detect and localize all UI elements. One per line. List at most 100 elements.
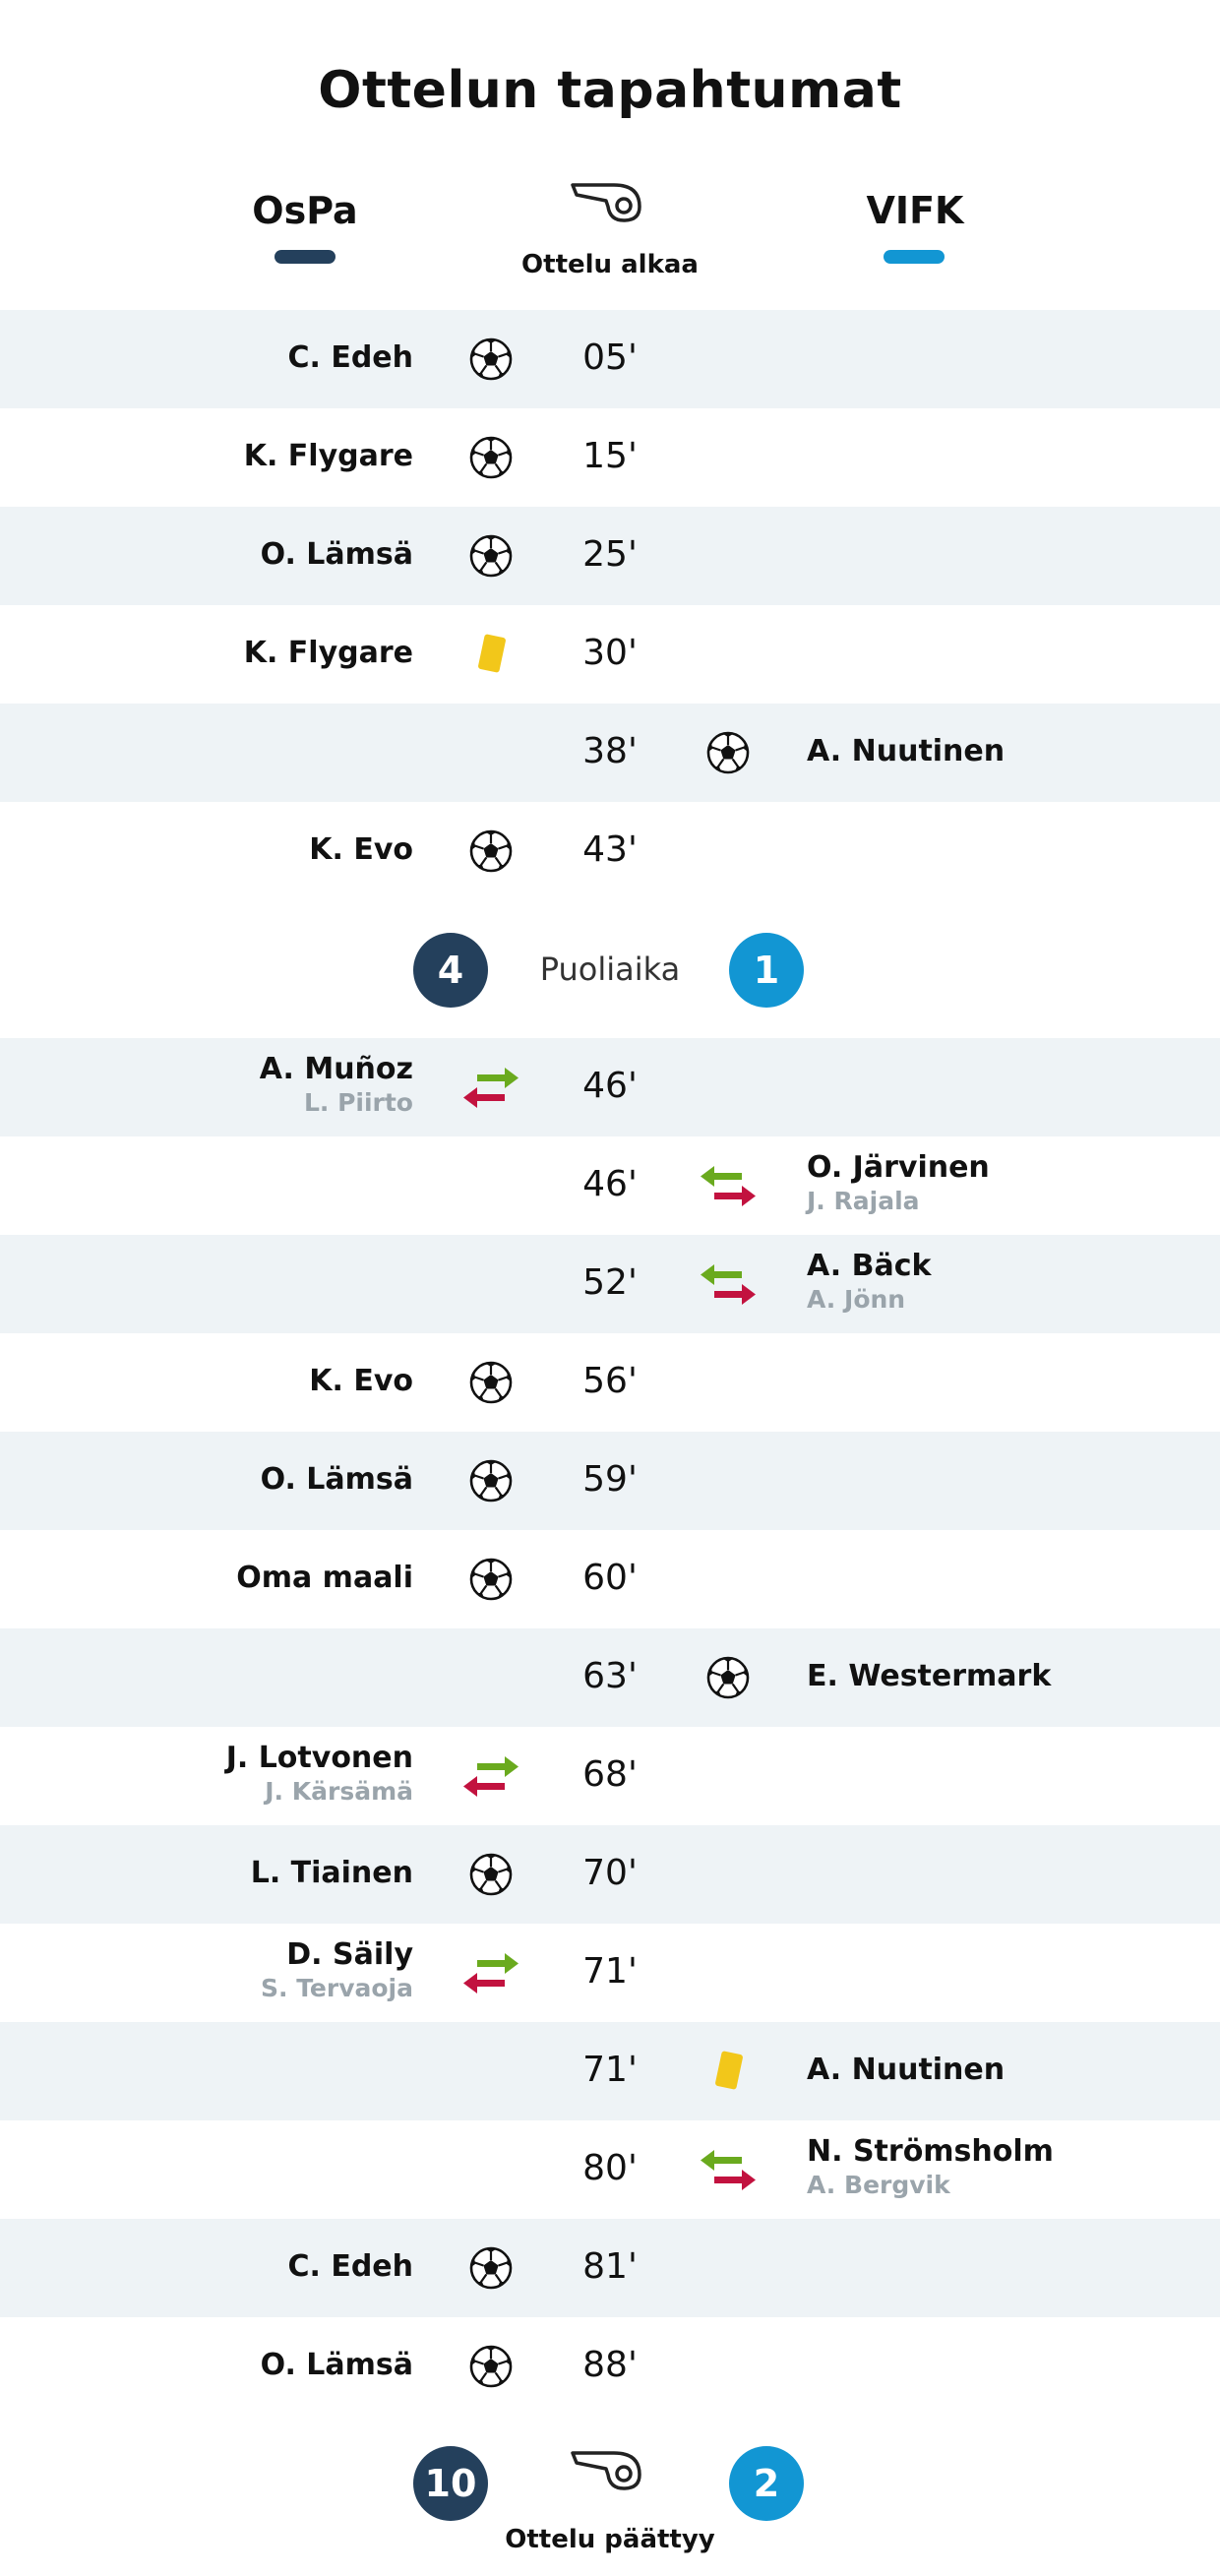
player-name: A. Nuutinen <box>807 734 1006 768</box>
event-player: K. Flygare <box>244 636 413 670</box>
event-row: 88' O. Lämsä <box>0 2317 1220 2416</box>
event-minute: 15' <box>582 436 638 476</box>
soccer-ball-icon <box>467 1457 515 1504</box>
event-row: 46' O. Järvinen J. Rajala <box>0 1136 1220 1235</box>
final-away-score: 2 <box>729 2446 804 2521</box>
event-player: A. Bäck A. Jönn <box>807 1249 931 1314</box>
event-player: O. Järvinen J. Rajala <box>807 1150 990 1215</box>
event-player: A. Muñoz L. Piirto <box>260 1052 413 1117</box>
event-row: 30' K. Flygare <box>0 605 1220 704</box>
event-minute: 60' <box>582 1558 638 1598</box>
whistle-icon <box>571 2451 641 2490</box>
event-row: 80' N. Strömsholm A. Bergvik <box>0 2120 1220 2219</box>
substitution-arrows-icon <box>701 1162 756 1209</box>
event-row: 59' O. Lämsä <box>0 1432 1220 1530</box>
soccer-ball-icon <box>704 1654 752 1701</box>
player-in-name: A. Bäck <box>807 1249 932 1283</box>
event-minute: 81' <box>582 2246 638 2287</box>
player-name: K. Evo <box>309 1364 413 1398</box>
event-player: C. Edeh <box>287 2249 413 2284</box>
whistle-icon <box>571 183 641 222</box>
event-player: J. Lotvonen J. Kärsämä <box>226 1741 413 1806</box>
event-minute: 52' <box>582 1262 638 1303</box>
soccer-ball-icon <box>467 434 515 481</box>
event-player: K. Evo <box>309 1364 413 1398</box>
final-home-score: 10 <box>413 2446 488 2521</box>
player-name: O. Lämsä <box>260 1462 413 1497</box>
event-row: 70' L. Tiainen <box>0 1825 1220 1924</box>
event-player: E. Westermark <box>807 1659 1051 1693</box>
match-end-caption: Ottelu päättyy <box>505 2525 715 2554</box>
event-row: 60' Oma maali <box>0 1530 1220 1628</box>
substitution-arrows-icon <box>701 2146 756 2193</box>
event-player: O. Lämsä <box>261 537 413 572</box>
event-player: O. Lämsä <box>261 1462 413 1497</box>
soccer-ball-icon <box>467 828 515 875</box>
player-name: K. Flygare <box>243 439 413 473</box>
event-minute: 30' <box>582 633 638 673</box>
soccer-ball-icon <box>467 2343 515 2390</box>
player-in-name: D. Säily <box>286 1937 413 1972</box>
event-player: C. Edeh <box>287 340 413 375</box>
page-title: Ottelun tapahtumat <box>318 61 902 120</box>
event-row: 68' J. Lotvonen J. Kärsämä <box>0 1727 1220 1825</box>
home-team-color-bar <box>274 250 336 264</box>
event-player: N. Strömsholm A. Bergvik <box>807 2134 1054 2199</box>
halftime-home-score: 4 <box>413 933 488 1008</box>
player-name: C. Edeh <box>287 2249 413 2284</box>
soccer-ball-icon <box>467 336 515 383</box>
event-row: 05' C. Edeh <box>0 310 1220 408</box>
event-player: D. Säily S. Tervaoja <box>261 1937 413 2002</box>
player-name: C. Edeh <box>287 340 413 375</box>
event-minute: 63' <box>582 1656 638 1696</box>
event-minute: 88' <box>582 2345 638 2385</box>
event-row: 71' A. Nuutinen <box>0 2022 1220 2120</box>
event-minute: 68' <box>582 1754 638 1795</box>
event-player: A. Nuutinen <box>807 734 1005 768</box>
player-name: O. Lämsä <box>260 537 413 572</box>
soccer-ball-icon <box>704 729 752 776</box>
event-minute: 56' <box>582 1361 638 1401</box>
player-name: L. Tiainen <box>250 1856 413 1890</box>
player-name: K. Evo <box>309 832 413 867</box>
substitution-arrows-icon <box>701 1260 756 1308</box>
event-row: 25' O. Lämsä <box>0 507 1220 605</box>
player-in-name: N. Strömsholm <box>807 2134 1054 2169</box>
event-minute: 46' <box>582 1066 638 1106</box>
player-out-name: J. Kärsämä <box>265 1777 413 1806</box>
event-player: O. Lämsä <box>261 2348 413 2382</box>
event-minute: 70' <box>582 1853 638 1893</box>
event-player: K. Evo <box>309 832 413 867</box>
substitution-arrows-icon <box>463 1752 518 1800</box>
event-minute: 59' <box>582 1459 638 1500</box>
soccer-ball-icon <box>467 2244 515 2292</box>
yellow-card-icon <box>467 631 515 678</box>
away-team-name: VIFK <box>866 189 964 232</box>
player-name: K. Flygare <box>243 636 413 670</box>
event-row: 43' K. Evo <box>0 802 1220 900</box>
player-name: O. Lämsä <box>260 2348 413 2382</box>
player-out-name: S. Tervaoja <box>260 1974 413 2002</box>
event-row: 52' A. Bäck A. Jönn <box>0 1235 1220 1333</box>
substitution-arrows-icon <box>463 1949 518 1996</box>
match-start-caption: Ottelu alkaa <box>521 250 699 279</box>
event-row: 81' C. Edeh <box>0 2219 1220 2317</box>
event-minute: 80' <box>582 2148 638 2188</box>
player-out-name: J. Rajala <box>807 1187 920 1215</box>
soccer-ball-icon <box>467 1556 515 1603</box>
event-minute: 71' <box>582 1951 638 1992</box>
player-in-name: O. Järvinen <box>807 1150 990 1185</box>
event-player: L. Tiainen <box>251 1856 413 1890</box>
yellow-card-icon <box>704 2048 752 2095</box>
event-player: A. Nuutinen <box>807 2053 1005 2087</box>
event-minute: 25' <box>582 534 638 575</box>
soccer-ball-icon <box>467 1851 515 1898</box>
event-minute: 71' <box>582 2050 638 2090</box>
event-row: 46' A. Muñoz L. Piirto <box>0 1038 1220 1136</box>
event-row: 15' K. Flygare <box>0 408 1220 507</box>
substitution-arrows-icon <box>463 1064 518 1111</box>
halftime-away-score: 1 <box>729 933 804 1008</box>
event-minute: 38' <box>582 731 638 771</box>
player-name: E. Westermark <box>807 1659 1052 1693</box>
player-in-name: J. Lotvonen <box>225 1741 413 1775</box>
